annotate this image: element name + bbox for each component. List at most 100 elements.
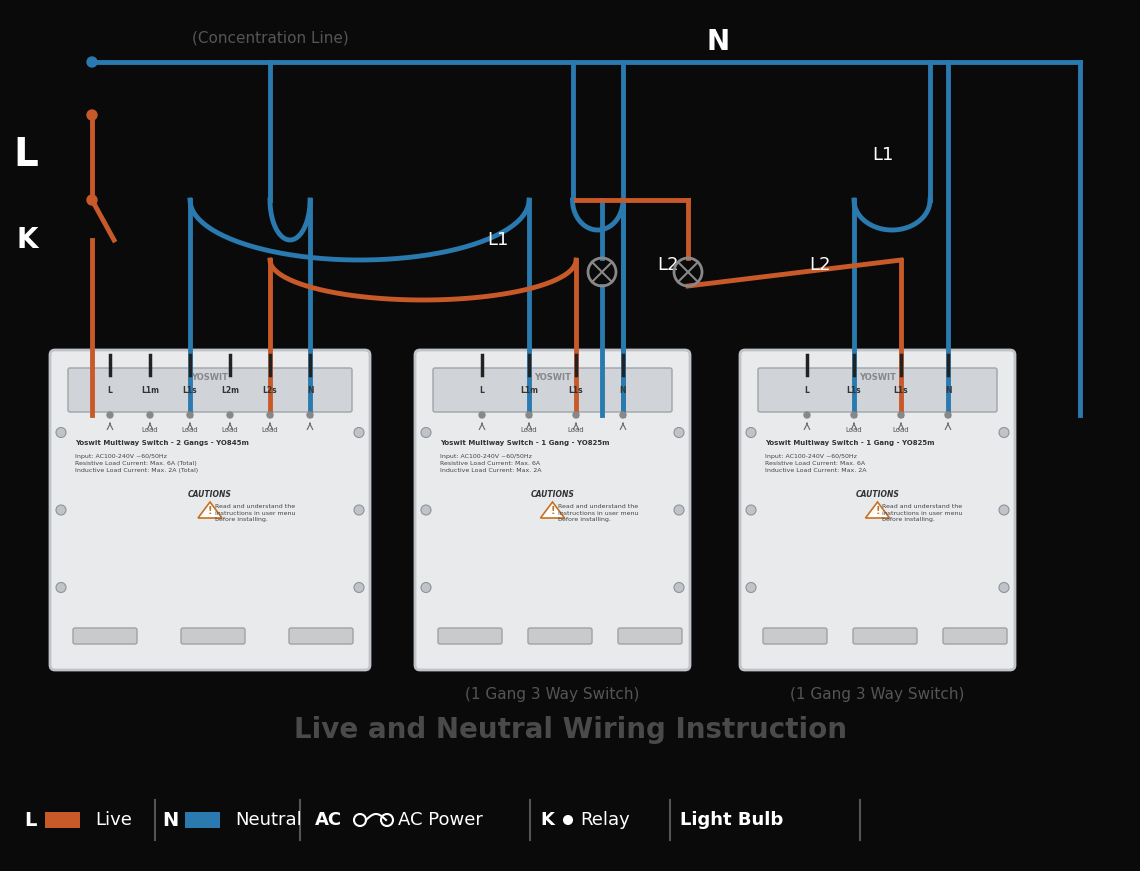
FancyBboxPatch shape	[763, 628, 826, 644]
Text: L2: L2	[658, 256, 678, 274]
Text: L1s: L1s	[894, 386, 909, 395]
FancyBboxPatch shape	[68, 368, 352, 412]
Circle shape	[674, 505, 684, 515]
Text: Neutral: Neutral	[235, 811, 302, 829]
Text: K: K	[540, 811, 554, 829]
Circle shape	[355, 428, 364, 437]
Text: Live: Live	[95, 811, 132, 829]
Text: (Concentration Line): (Concentration Line)	[192, 30, 349, 45]
Text: CAUTIONS: CAUTIONS	[530, 490, 575, 499]
Circle shape	[421, 428, 431, 437]
Text: AC: AC	[315, 811, 342, 829]
Text: Load: Load	[521, 427, 537, 433]
Text: L1s: L1s	[569, 386, 584, 395]
Circle shape	[999, 505, 1009, 515]
Text: L1: L1	[487, 231, 508, 249]
Circle shape	[746, 583, 756, 592]
Circle shape	[87, 57, 97, 67]
Circle shape	[355, 583, 364, 592]
Circle shape	[227, 412, 233, 418]
Text: Yoswit Multiway Switch - 2 Gangs - YO845m: Yoswit Multiway Switch - 2 Gangs - YO845…	[75, 440, 249, 446]
Text: Live and Neutral Wiring Instruction: Live and Neutral Wiring Instruction	[293, 716, 847, 744]
Text: K: K	[16, 226, 38, 254]
Text: Relay: Relay	[580, 811, 629, 829]
Text: Yoswit Multiway Switch - 1 Gang - YO825m: Yoswit Multiway Switch - 1 Gang - YO825m	[765, 440, 935, 446]
Text: Input: AC100-240V ~60/50Hz
Resistive Load Current: Max. 6A (Total)
Inductive Loa: Input: AC100-240V ~60/50Hz Resistive Loa…	[75, 454, 198, 473]
Text: (1 Gang 3 Way Switch): (1 Gang 3 Way Switch)	[790, 687, 964, 702]
Polygon shape	[198, 502, 222, 518]
Circle shape	[479, 412, 484, 418]
Circle shape	[573, 412, 579, 418]
Circle shape	[526, 412, 532, 418]
FancyBboxPatch shape	[290, 628, 353, 644]
Text: YOSWIT: YOSWIT	[860, 373, 896, 381]
Circle shape	[87, 195, 97, 205]
Text: CAUTIONS: CAUTIONS	[855, 490, 899, 499]
Circle shape	[307, 412, 314, 418]
Text: Load: Load	[181, 427, 198, 433]
Text: L1s: L1s	[182, 386, 197, 395]
Circle shape	[898, 412, 904, 418]
Text: L: L	[24, 811, 36, 829]
Text: (1 Gang 3 Way Switch): (1 Gang 3 Way Switch)	[465, 687, 640, 702]
Circle shape	[999, 583, 1009, 592]
Text: Load: Load	[893, 427, 910, 433]
FancyBboxPatch shape	[185, 812, 220, 828]
FancyBboxPatch shape	[528, 628, 592, 644]
Text: YOSWIT: YOSWIT	[192, 373, 228, 381]
Circle shape	[674, 428, 684, 437]
Text: Light Bulb: Light Bulb	[679, 811, 783, 829]
Text: Yoswit Multiway Switch - 1 Gang - YO825m: Yoswit Multiway Switch - 1 Gang - YO825m	[440, 440, 610, 446]
Text: Read and understand the
instructions in user menu
before installing.: Read and understand the instructions in …	[215, 504, 295, 523]
FancyBboxPatch shape	[618, 628, 682, 644]
Text: L: L	[480, 386, 484, 395]
Text: Load: Load	[846, 427, 862, 433]
FancyBboxPatch shape	[73, 628, 137, 644]
Text: L2m: L2m	[221, 386, 239, 395]
Text: L1m: L1m	[141, 386, 158, 395]
Text: Load: Load	[221, 427, 238, 433]
Circle shape	[850, 412, 857, 418]
Circle shape	[87, 110, 97, 120]
Circle shape	[746, 428, 756, 437]
Text: Read and understand the
instructions in user menu
before installing.: Read and understand the instructions in …	[557, 504, 638, 523]
Text: L: L	[107, 386, 113, 395]
Text: N: N	[945, 386, 951, 395]
Circle shape	[107, 412, 113, 418]
Circle shape	[421, 505, 431, 515]
Circle shape	[56, 505, 66, 515]
Text: Input: AC100-240V ~60/50Hz
Resistive Load Current: Max. 6A
Inductive Load Curren: Input: AC100-240V ~60/50Hz Resistive Loa…	[440, 454, 542, 473]
Circle shape	[620, 412, 626, 418]
Polygon shape	[540, 502, 564, 518]
Circle shape	[945, 412, 951, 418]
Text: !: !	[551, 506, 555, 516]
Circle shape	[746, 505, 756, 515]
Text: N: N	[620, 386, 626, 395]
FancyBboxPatch shape	[44, 812, 80, 828]
Text: L2: L2	[809, 256, 831, 274]
Circle shape	[421, 583, 431, 592]
Text: Read and understand the
instructions in user menu
before installing.: Read and understand the instructions in …	[882, 504, 963, 523]
Circle shape	[804, 412, 811, 418]
Circle shape	[355, 505, 364, 515]
Text: L: L	[805, 386, 809, 395]
Text: L: L	[14, 136, 38, 174]
Text: N: N	[307, 386, 314, 395]
Text: N: N	[162, 811, 178, 829]
Text: N: N	[707, 28, 730, 56]
Text: Load: Load	[568, 427, 585, 433]
FancyBboxPatch shape	[740, 350, 1015, 670]
Circle shape	[999, 428, 1009, 437]
Circle shape	[56, 583, 66, 592]
FancyBboxPatch shape	[758, 368, 998, 412]
Circle shape	[564, 816, 572, 824]
FancyBboxPatch shape	[181, 628, 245, 644]
Text: !: !	[207, 506, 212, 516]
Text: Load: Load	[262, 427, 278, 433]
Polygon shape	[865, 502, 889, 518]
Text: !: !	[876, 506, 880, 516]
Text: AC Power: AC Power	[398, 811, 483, 829]
FancyBboxPatch shape	[943, 628, 1007, 644]
Circle shape	[674, 583, 684, 592]
Text: Input: AC100-240V ~60/50Hz
Resistive Load Current: Max. 6A
Inductive Load Curren: Input: AC100-240V ~60/50Hz Resistive Loa…	[765, 454, 866, 473]
